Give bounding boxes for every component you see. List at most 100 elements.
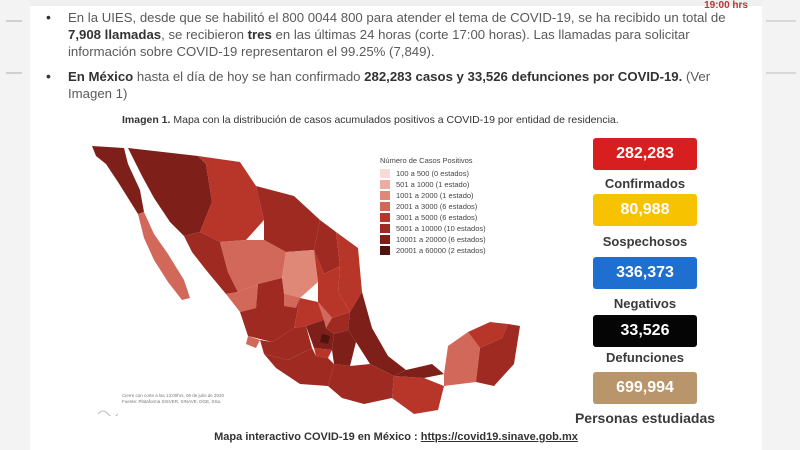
legend-label: 501 a 1000 (1 estado) <box>396 180 470 189</box>
state-oaxaca <box>328 364 394 404</box>
legend-swatch <box>380 180 390 189</box>
state-chiapas <box>392 376 444 414</box>
state-nayarit <box>226 284 258 312</box>
stat-value: 33,526 <box>620 322 670 339</box>
legend-swatch <box>380 169 390 178</box>
bullet-calls-text: En la UIES, desde que se habilitó el 800… <box>68 9 746 60</box>
top-band <box>30 0 762 6</box>
caption-label: Imagen 1. <box>122 114 171 126</box>
legend-item: 2001 a 3000 (6 estados) <box>380 201 540 212</box>
legend-item: 501 a 1000 (1 estado) <box>380 179 540 190</box>
state-zacatecas <box>282 250 318 298</box>
covid-map-link[interactable]: https://covid19.sinave.gob.mx <box>420 431 578 443</box>
bullet-text-run: en las últimas 24 horas (corte 17:00 hor… <box>68 27 690 59</box>
stat-estudiadas-box: 699,994 <box>593 372 697 404</box>
state-sinaloa <box>184 232 238 294</box>
legend-item: 3001 a 5000 (6 estados) <box>380 212 540 223</box>
footer-line: Mapa interactivo COVID-19 en México : ht… <box>30 431 762 443</box>
legend-item: 100 a 500 (0 estados) <box>380 168 540 179</box>
state-baja-california-sur <box>138 212 190 300</box>
footnote-line2: Fuente: Plataforma SISVER, SINAVE, DGE, … <box>122 399 222 404</box>
state-campeche <box>444 332 480 386</box>
legend-item: 10001 a 20000 (6 estados) <box>380 234 540 245</box>
legend-item: 1001 a 2000 (1 estado) <box>380 190 540 201</box>
legend-swatch <box>380 191 390 200</box>
legend-swatch <box>380 202 390 211</box>
stat-negativos-box: 336,373 <box>593 257 697 289</box>
legend-label: 20001 a 60000 (2 estados) <box>396 246 486 255</box>
bullet-text-run: 7,908 llamadas <box>68 27 162 42</box>
state-colima <box>246 336 260 348</box>
stat-value: 282,283 <box>616 145 674 162</box>
state-puebla <box>332 330 356 366</box>
bullet-calls: • En la UIES, desde que se habilitó el 8… <box>46 9 746 60</box>
bullet-text-run: En México <box>68 69 134 84</box>
state-hidalgo <box>326 312 350 334</box>
legend-swatch <box>380 235 390 244</box>
state-tabasco <box>394 364 444 378</box>
legend-item: 20001 a 60000 (2 estados) <box>380 245 540 256</box>
legend-label: 2001 a 3000 (6 estados) <box>396 202 478 211</box>
bullet-cases: • En México hasta el día de hoy se han c… <box>46 68 746 102</box>
legend-label: 3001 a 5000 (6 estados) <box>396 213 478 222</box>
state-aguascalientes <box>284 294 300 308</box>
stat-value: 80,988 <box>620 201 670 218</box>
state-quintana-roo <box>476 324 520 386</box>
state-guanajuato <box>294 298 324 328</box>
stat-value: 699,994 <box>616 379 674 396</box>
image-caption: Imagen 1. Mapa con la distribución de ca… <box>122 114 619 126</box>
state-baja-california <box>92 146 144 214</box>
bullet-text-run: En la UIES, desde que se habilitó el 800… <box>68 10 726 25</box>
corner-time: 19:00 hrs <box>704 0 748 11</box>
bullet-dot: • <box>46 68 51 84</box>
bullet-dot: • <box>46 9 51 25</box>
stat-confirmados-label: Confirmados <box>604 176 686 191</box>
wave-logo-icon <box>98 410 118 416</box>
caption-text: Mapa con la distribución de casos acumul… <box>170 114 619 126</box>
stat-defunciones-label: Defunciones <box>605 350 684 365</box>
legend-label: 5001 a 10000 (10 estados) <box>396 224 486 233</box>
state-yucatan <box>468 322 508 348</box>
stat-defunciones-box: 33,526 <box>593 315 697 347</box>
stat-confirmados-box: 282,283 <box>593 138 697 170</box>
bullet-text-run: hasta el día de hoy se han confirmado <box>133 69 365 84</box>
background-right-strip <box>762 0 800 450</box>
bullet-text-run: tres <box>247 27 272 42</box>
background-left-strip <box>0 0 30 450</box>
state-durango <box>220 240 286 292</box>
state-morelos <box>314 348 332 358</box>
state-queretaro <box>318 302 332 328</box>
bullet-text-run: 282,283 casos y 33,526 defunciones por C… <box>364 69 683 84</box>
state-coahuila <box>256 186 320 252</box>
footnote-line1: Cierre con corte a las 13:00hrs, 06 de j… <box>122 393 225 398</box>
mexico-cases-map <box>92 146 520 414</box>
bullet-cases-text: En México hasta el día de hoy se han con… <box>68 68 746 102</box>
legend-title: Número de Casos Positivos <box>380 156 473 165</box>
state-guerrero <box>264 348 334 386</box>
legend-item: 5001 a 10000 (10 estados) <box>380 223 540 234</box>
legend-swatch <box>380 246 390 255</box>
state-tamaulipas <box>336 232 362 312</box>
document-page: • En la UIES, desde que se habilitó el 8… <box>30 6 762 450</box>
stat-value: 336,373 <box>616 264 674 281</box>
state-cdmx <box>320 334 330 344</box>
stat-sospechosos-box: 80,988 <box>593 194 697 226</box>
state-sonora <box>128 148 212 236</box>
state-michoacan <box>260 326 312 360</box>
stat-estudiadas-label: Personas estudiadas <box>574 410 716 426</box>
bullet-text-run: , se recibieron <box>161 27 248 42</box>
state-veracruz <box>348 292 406 376</box>
state-jalisco <box>240 278 300 342</box>
state-nuevo-leon <box>314 220 340 274</box>
legend-label: 100 a 500 (0 estados) <box>396 169 469 178</box>
state-slp <box>314 250 350 318</box>
stat-sospechosos-label: Sospechosos <box>602 234 688 249</box>
footer-label: Mapa interactivo COVID-19 en México : <box>214 431 418 443</box>
legend-swatch <box>380 224 390 233</box>
legend-swatch <box>380 213 390 222</box>
map-legend: Número de Casos Positivos 100 a 500 (0 e… <box>380 156 540 256</box>
legend-label: 1001 a 2000 (1 estado) <box>396 191 474 200</box>
bullet-text-run: (Ver Imagen 1) <box>68 69 711 101</box>
legend-label: 10001 a 20000 (6 estados) <box>396 235 486 244</box>
state-chihuahua <box>198 156 264 242</box>
